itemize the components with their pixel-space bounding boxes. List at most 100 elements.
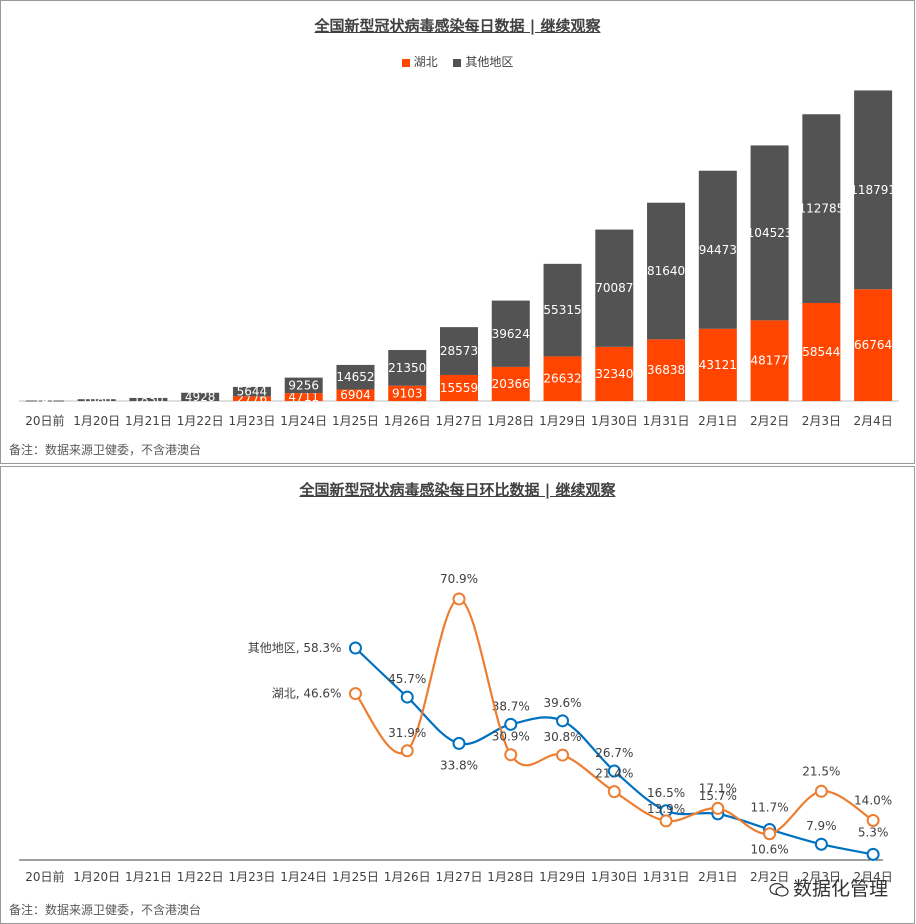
point-data-label: 7.9% bbox=[806, 819, 837, 833]
bar-data-label: 32340 bbox=[595, 367, 633, 381]
bar-hubei bbox=[232, 396, 271, 401]
bar-data-label: 9103 bbox=[392, 386, 423, 400]
x-tick-label: 1月30日 bbox=[591, 870, 638, 884]
bar-hubei bbox=[750, 320, 789, 401]
point-data-label: 5.3% bbox=[858, 825, 889, 839]
x-tick-label: 1月28日 bbox=[487, 414, 534, 428]
x-tick-label: 1月24日 bbox=[280, 414, 327, 428]
bar-other bbox=[802, 114, 841, 304]
x-tick-label: 2月3日 bbox=[802, 870, 841, 884]
point-data-label: 39.6% bbox=[543, 696, 581, 710]
bar-hubei bbox=[647, 339, 686, 401]
point-hubei bbox=[814, 784, 828, 798]
bar-data-label: 36838 bbox=[647, 363, 685, 377]
x-tick-label: 1月21日 bbox=[125, 870, 172, 884]
x-tick-label: 1月22日 bbox=[177, 870, 224, 884]
bar-data-label: 6904 bbox=[340, 388, 371, 402]
x-tick-label: 1月22日 bbox=[177, 414, 224, 428]
bar-hubei bbox=[854, 289, 893, 401]
bar-hubei bbox=[388, 385, 427, 401]
x-tick-label: 1月28日 bbox=[487, 870, 534, 884]
bar-hubei bbox=[543, 356, 582, 401]
daily-cases-chart-panel: 全国新型冠状病毒感染每日数据 | 继续观察 湖北 其他地区 291 20日前 108… bbox=[0, 0, 915, 464]
bar-data-label: 94473 bbox=[699, 243, 737, 257]
bar-data-label: 4928 bbox=[185, 390, 216, 404]
point-other bbox=[814, 837, 828, 851]
bar-data-label: 1080 bbox=[81, 393, 112, 407]
point-data-label: 10.6% bbox=[751, 843, 789, 857]
x-tick-label: 1月26日 bbox=[384, 414, 431, 428]
point-other bbox=[556, 714, 570, 728]
watermark: 数据化管理 bbox=[769, 874, 888, 901]
x-tick-label: 1月27日 bbox=[436, 414, 483, 428]
point-other bbox=[866, 847, 880, 861]
bar-hubei bbox=[336, 389, 375, 401]
bar-other bbox=[181, 392, 220, 401]
legend-swatch-hubei bbox=[401, 58, 410, 67]
bar-data-label: 14652 bbox=[336, 370, 374, 384]
bar-hubei bbox=[698, 328, 737, 401]
x-tick-label: 1月20日 bbox=[73, 870, 120, 884]
point-hubei bbox=[607, 785, 621, 799]
bar-other bbox=[698, 170, 737, 329]
bar-data-label: 118791 bbox=[850, 183, 896, 197]
x-tick-label: 2月3日 bbox=[802, 414, 841, 428]
bar-data-label: 43121 bbox=[699, 358, 737, 372]
x-tick-label: 1月27日 bbox=[436, 870, 483, 884]
point-data-label: 21.4% bbox=[595, 767, 633, 781]
bar-data-label: 1830 bbox=[133, 392, 164, 406]
point-hubei bbox=[504, 748, 518, 762]
point-other bbox=[400, 690, 414, 704]
bar-data-label: 20366 bbox=[492, 377, 530, 391]
bar-data-label: 66764 bbox=[854, 338, 892, 352]
point-hubei bbox=[659, 814, 673, 828]
x-tick-label: 2月2日 bbox=[750, 870, 789, 884]
bar-data-label: 9256 bbox=[288, 378, 319, 392]
daily-growth-chart-panel: 全国新型冠状病毒感染每日环比数据 | 继续观察 20日前 1月20日 1月21日 1月… bbox=[0, 466, 915, 924]
point-data-label: 26.7% bbox=[595, 746, 633, 760]
bar-other bbox=[77, 399, 116, 401]
bar-hubei bbox=[491, 366, 530, 401]
legend-item-hubei: 湖北 bbox=[401, 53, 438, 70]
bar-data-label: 15559 bbox=[440, 381, 478, 395]
bar-other bbox=[491, 300, 530, 367]
bar-other bbox=[595, 229, 634, 347]
point-data-label: 17.1% bbox=[699, 781, 737, 795]
point-other bbox=[348, 641, 362, 655]
bar-data-label: 48177 bbox=[750, 354, 788, 368]
point-hubei bbox=[763, 827, 777, 841]
x-tick-label: 1月21日 bbox=[125, 414, 172, 428]
point-data-label: 30.9% bbox=[492, 730, 530, 744]
point-data-label: 30.8% bbox=[543, 730, 581, 744]
line-chart-note: 备注：数据来源卫健委，不含港澳台 bbox=[9, 903, 202, 917]
x-tick-label: 1月31日 bbox=[643, 414, 690, 428]
bar-data-label: 21350 bbox=[388, 361, 426, 375]
x-tick-label: 1月25日 bbox=[332, 414, 379, 428]
legend-item-other: 其他地区 bbox=[453, 53, 513, 70]
bar-hubei bbox=[595, 346, 634, 401]
series-name-label: 湖北, 46.6% bbox=[272, 686, 342, 701]
bar-data-label: 291 bbox=[33, 394, 56, 408]
bar-other bbox=[25, 400, 64, 402]
x-tick-label: 1月26日 bbox=[384, 870, 431, 884]
bar-other bbox=[284, 377, 323, 394]
series-name-label: 其他地区, 58.3% bbox=[248, 641, 342, 655]
x-tick-label: 2月2日 bbox=[750, 414, 789, 428]
x-tick-label: 1月20日 bbox=[73, 414, 120, 428]
legend-label-other: 其他地区 bbox=[465, 55, 514, 69]
point-data-label: 21.5% bbox=[802, 764, 840, 778]
x-tick-label: 20日前 bbox=[25, 869, 64, 884]
bar-data-label: 70087 bbox=[595, 281, 633, 295]
wechat-icon bbox=[769, 882, 789, 897]
point-hubei bbox=[348, 687, 362, 701]
bar-hubei bbox=[440, 374, 478, 401]
bar-data-label: 104523 bbox=[747, 226, 793, 240]
point-hubei bbox=[866, 813, 880, 827]
point-data-label: 11.7% bbox=[751, 800, 789, 814]
point-other bbox=[452, 736, 466, 750]
line-chart-plot: 20日前 1月20日 1月21日 1月22日 1月23日 1月24日 1月25日 1月26日 1… bbox=[19, 572, 893, 884]
point-hubei bbox=[400, 744, 414, 758]
bar-chart-note: 备注：数据来源卫健委，不含港澳台 bbox=[9, 443, 202, 457]
bar-chart-plot: 29120日前10801月20日18301月21日49281月22日277656… bbox=[19, 90, 899, 428]
bar-chart-title: 全国新型冠状病毒感染每日数据 | 继续观察 bbox=[314, 17, 601, 35]
